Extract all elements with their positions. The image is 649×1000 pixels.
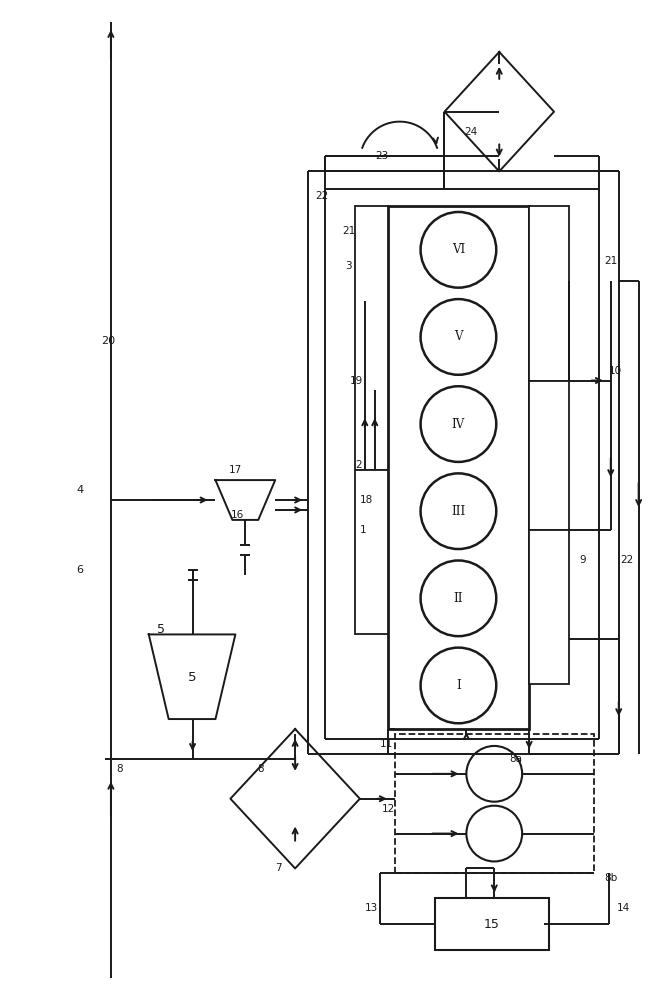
Bar (529, 381, 569, 530)
Bar (435, 898, 549, 950)
Text: 1: 1 (360, 525, 367, 535)
Text: 24: 24 (465, 127, 478, 137)
Bar (395, 734, 594, 873)
Text: 8b: 8b (604, 873, 617, 883)
Text: VI: VI (452, 243, 465, 256)
Text: 19: 19 (350, 376, 363, 386)
Bar (529, 206, 569, 381)
Text: 9: 9 (579, 555, 585, 565)
Text: 12: 12 (382, 804, 395, 814)
Bar (387, 206, 529, 729)
Text: 18: 18 (360, 495, 373, 505)
Text: 16: 16 (230, 510, 243, 520)
Text: 4: 4 (76, 485, 83, 495)
Text: 23: 23 (374, 151, 388, 161)
Text: 21: 21 (604, 256, 617, 266)
Text: 8: 8 (257, 764, 264, 774)
Text: 17: 17 (228, 465, 241, 475)
Text: 5: 5 (156, 623, 165, 636)
Bar (355, 470, 387, 634)
Text: 22: 22 (315, 191, 328, 201)
Text: 21: 21 (342, 226, 355, 236)
Text: III: III (451, 505, 465, 518)
Text: 7: 7 (275, 863, 282, 873)
Text: I: I (456, 679, 461, 692)
Text: 22: 22 (620, 555, 634, 565)
Text: 8a: 8a (509, 754, 522, 764)
Text: 5: 5 (188, 671, 197, 684)
Text: 8: 8 (116, 764, 123, 774)
Text: 10: 10 (609, 366, 622, 376)
Text: IV: IV (452, 418, 465, 431)
Text: II: II (454, 592, 463, 605)
Text: 14: 14 (617, 903, 630, 913)
Text: 6: 6 (76, 565, 83, 575)
Text: 11: 11 (380, 739, 393, 749)
Text: 20: 20 (101, 336, 115, 346)
Text: 3: 3 (345, 261, 352, 271)
Bar (355, 206, 387, 470)
Text: 13: 13 (365, 903, 378, 913)
Text: 15: 15 (484, 918, 499, 931)
Text: 2: 2 (355, 460, 361, 470)
Bar (529, 530, 569, 684)
Text: V: V (454, 330, 463, 343)
